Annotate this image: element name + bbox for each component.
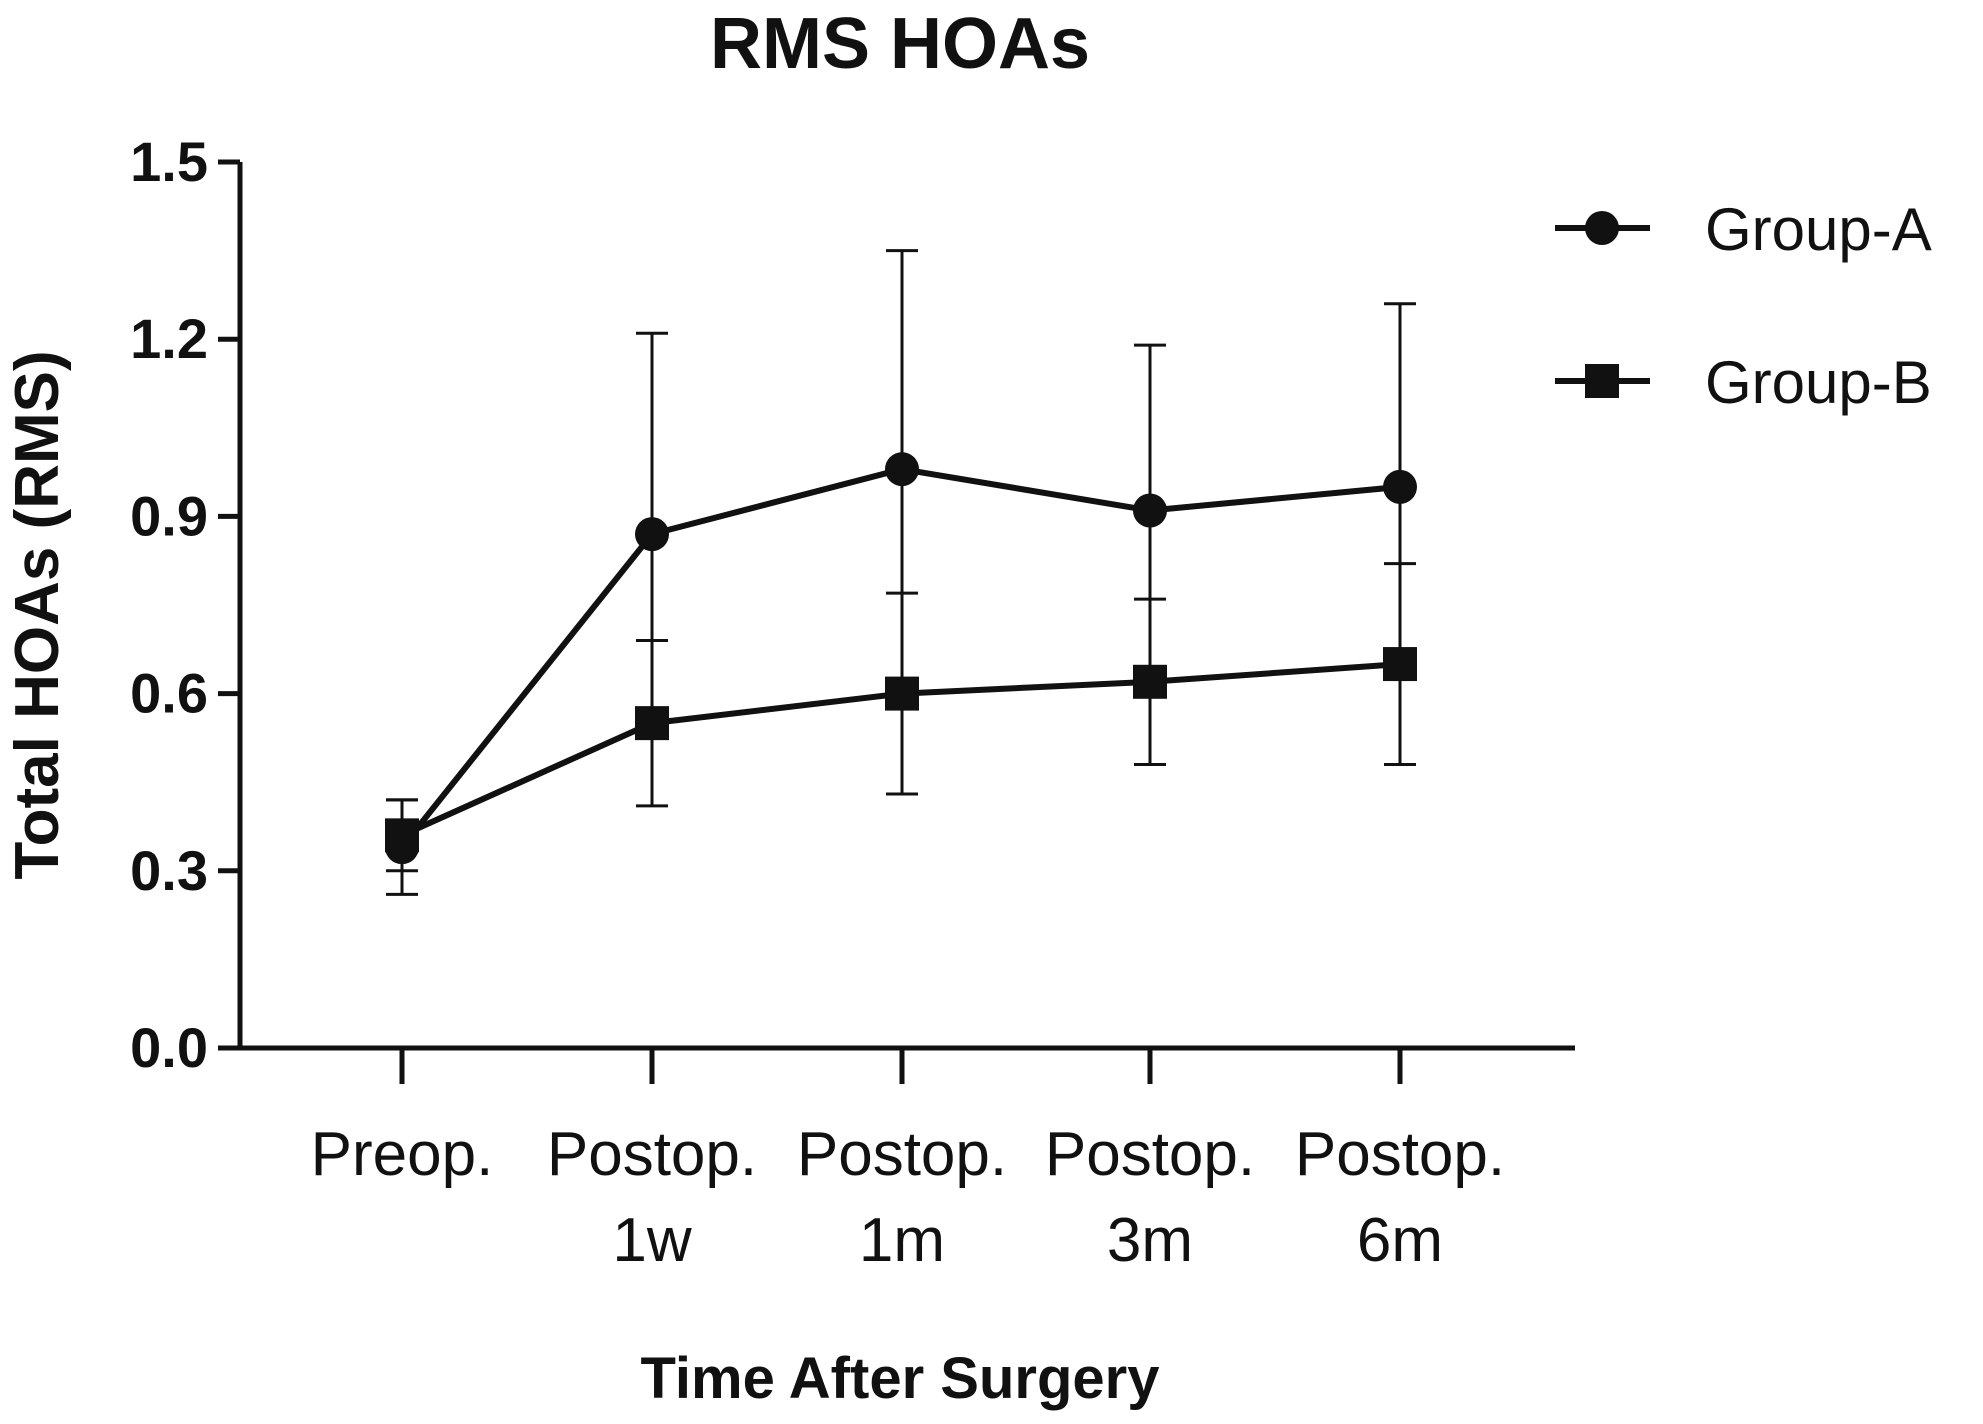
legend-label: Group-B [1705, 349, 1932, 416]
legend-label: Group-A [1705, 196, 1932, 263]
y-axis-label: Total HOAs (RMS) [3, 350, 72, 879]
data-point [635, 706, 669, 741]
data-point [635, 517, 669, 552]
data-point [885, 676, 919, 711]
data-point [885, 452, 919, 487]
chart-title: RMS HOAs [710, 4, 1090, 84]
y-tick-label: 0.9 [130, 484, 208, 547]
x-tick-label: 3m [1107, 1206, 1193, 1275]
x-tick-label: 1w [612, 1206, 691, 1275]
x-axis-label: Time After Surgery [641, 1346, 1160, 1411]
series-group-b [385, 562, 1417, 873]
y-tick-label: 0.0 [130, 1016, 208, 1079]
x-tick-label: Preop. [311, 1120, 494, 1189]
data-point [385, 818, 419, 853]
data-point [1383, 469, 1417, 504]
axes: 0.0 0.3 0.6 0.9 1.2 1.5 Preop. Postop. 1w Postop.… [130, 130, 1575, 1275]
data-point [1383, 647, 1417, 682]
y-tick-label: 1.2 [130, 307, 208, 370]
x-tick-label: 1m [859, 1206, 945, 1275]
legend-marker [1585, 211, 1619, 245]
y-tick-label: 0.6 [130, 662, 208, 725]
legend-marker [1585, 364, 1619, 398]
data-point [1133, 493, 1167, 528]
legend: Group-A Group-B [1555, 196, 1932, 416]
data-point [1133, 664, 1167, 699]
series-layer [385, 249, 1417, 896]
x-tick-label: Postop. [797, 1120, 1007, 1189]
series-group-a [385, 249, 1417, 896]
x-tick-label: Postop. [1045, 1120, 1255, 1189]
y-tick-label: 1.5 [130, 130, 208, 193]
x-tick-label: 6m [1357, 1206, 1443, 1275]
legend-item-group-b: Group-B [1555, 349, 1932, 416]
x-tick-label: Postop. [547, 1120, 757, 1189]
x-tick-label: Postop. [1295, 1120, 1505, 1189]
y-tick-label: 0.3 [130, 839, 208, 902]
legend-item-group-a: Group-A [1555, 196, 1932, 263]
